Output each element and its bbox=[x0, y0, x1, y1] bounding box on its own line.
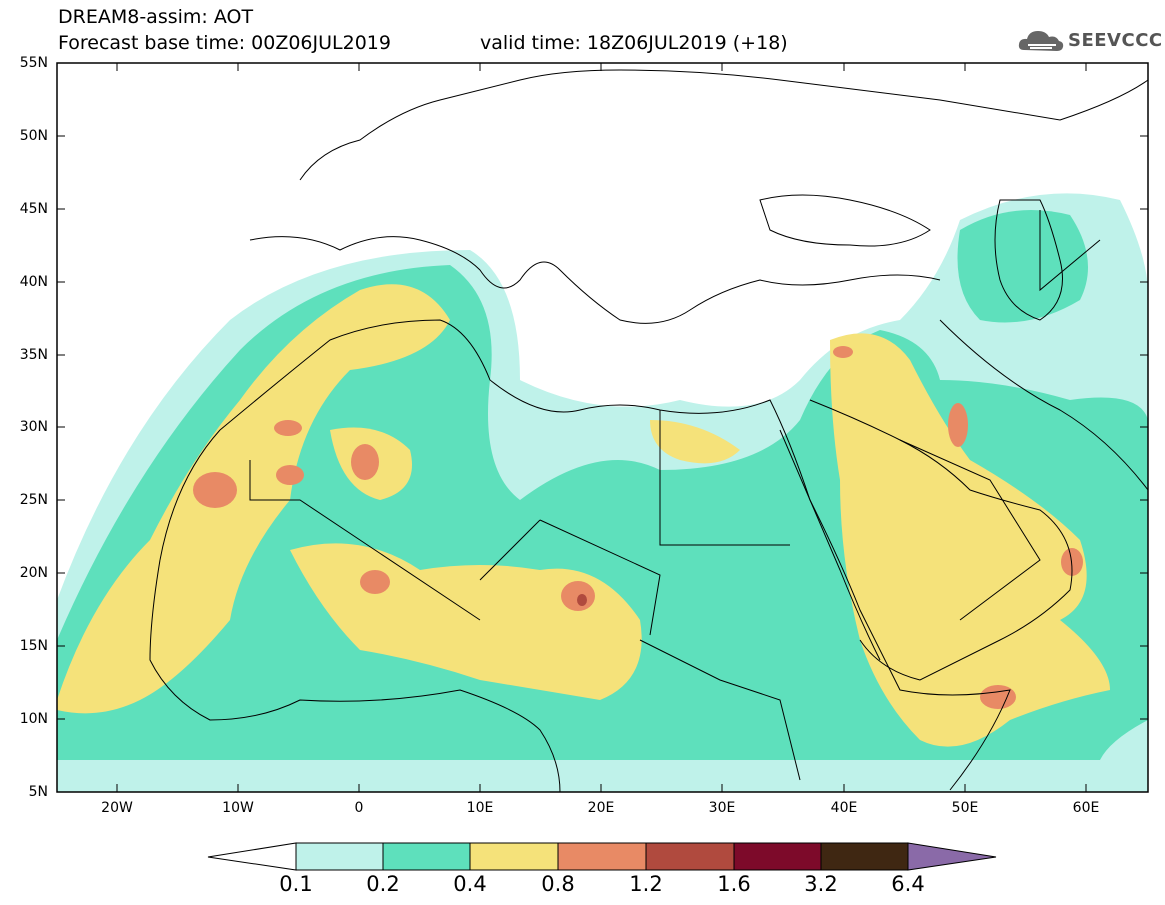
colorbar-under-arrow bbox=[207, 842, 297, 871]
lat-label-15n: 15N bbox=[19, 638, 48, 654]
africa-coastline bbox=[159, 319, 1011, 791]
north-europe-coastline bbox=[299, 69, 1148, 181]
caspian-coastline bbox=[994, 199, 1063, 321]
colorbar-over-arrow bbox=[907, 842, 997, 871]
valid-time-label: valid time: 18Z06JUL2019 (+18) bbox=[480, 32, 788, 54]
colorbar-label-1.2: 1.2 bbox=[629, 872, 663, 896]
colorbar-bin-5 bbox=[645, 842, 735, 871]
lon-label-30e: 30E bbox=[708, 800, 736, 816]
lon-label-60e: 60E bbox=[1072, 800, 1100, 816]
west-africa-coastline bbox=[149, 559, 561, 792]
aot-contour-0.4-west bbox=[57, 284, 450, 714]
colorbar-bin-4 bbox=[557, 842, 647, 871]
colorbar-label-3.2: 3.2 bbox=[804, 872, 838, 896]
border-iran bbox=[939, 319, 1148, 491]
colorbar-bin-2 bbox=[382, 842, 471, 871]
aot-contour-0.8-niger bbox=[360, 570, 390, 594]
red-sea-coastline bbox=[779, 429, 881, 661]
aot-contour-0.8-atlas bbox=[276, 465, 304, 485]
colorbar-label-0.4: 0.4 bbox=[453, 872, 487, 896]
lat-label-50n: 50N bbox=[19, 128, 48, 144]
border-saudi bbox=[899, 439, 1041, 621]
aot-field bbox=[57, 63, 1148, 792]
colorbar-label-6.4: 6.4 bbox=[891, 872, 925, 896]
border-chad bbox=[479, 519, 541, 581]
lat-label-55n: 55N bbox=[19, 55, 48, 71]
lon-label-10w: 10W bbox=[222, 800, 254, 816]
aot-contour-0.8-morocco bbox=[274, 420, 302, 436]
aot-contour-0.8-somalia bbox=[980, 685, 1016, 709]
aot-contour-0.4-arabia bbox=[830, 333, 1110, 747]
lat-label-30n: 30N bbox=[19, 419, 48, 435]
axis-ticks bbox=[57, 63, 1148, 792]
aot-contour-0.4-egypt bbox=[650, 420, 740, 464]
border-egypt bbox=[659, 410, 790, 546]
colorbar-bin-6 bbox=[733, 842, 822, 871]
lon-label-20w: 20W bbox=[101, 800, 133, 816]
cloud-icon bbox=[1018, 31, 1064, 51]
lon-label-0: 0 bbox=[354, 800, 364, 816]
lat-label-40n: 40N bbox=[19, 274, 48, 290]
lon-label-50e: 50E bbox=[951, 800, 979, 816]
border-sahara bbox=[249, 460, 481, 621]
colorbar-label-1.6: 1.6 bbox=[717, 872, 751, 896]
lon-label-10e: 10E bbox=[466, 800, 494, 816]
aot-contour-0.8-algeria bbox=[351, 444, 379, 480]
lon-label-20e: 20E bbox=[587, 800, 615, 816]
map-title: DREAM8-assim: AOT bbox=[58, 6, 254, 28]
aot-contour-1.2-chad bbox=[577, 594, 587, 606]
europe-coastline bbox=[249, 236, 941, 324]
lat-label-25n: 25N bbox=[19, 492, 48, 508]
aot-contour-0.8-syria bbox=[833, 346, 853, 358]
colorbar-bin-1 bbox=[295, 842, 384, 871]
aot-contour-0.8-chad bbox=[561, 581, 595, 611]
colorbar-bin-7 bbox=[820, 842, 909, 871]
black-sea-coastline bbox=[759, 194, 931, 247]
seevccc-logo: SEEVCCC bbox=[1018, 26, 1162, 56]
lat-label-45n: 45N bbox=[19, 201, 48, 217]
border-libya bbox=[539, 519, 661, 636]
base-time-label: Forecast base time: 00Z06JUL2019 bbox=[58, 32, 391, 54]
lat-label-35n: 35N bbox=[19, 347, 48, 363]
lat-label-10n: 10N bbox=[19, 711, 48, 727]
border-sudan bbox=[639, 639, 801, 781]
lon-label-40e: 40E bbox=[830, 800, 858, 816]
logo-text: SEEVCCC bbox=[1068, 30, 1163, 51]
colorbar bbox=[207, 842, 997, 871]
colorbar-bin-3 bbox=[469, 842, 559, 871]
lat-label-20n: 20N bbox=[19, 565, 48, 581]
border-kazakh bbox=[1039, 210, 1101, 292]
coastlines bbox=[149, 69, 1148, 792]
aot-contour-0.8-iraq bbox=[948, 403, 968, 447]
colorbar-label-0.2: 0.2 bbox=[366, 872, 400, 896]
colorbar-label-0.8: 0.8 bbox=[541, 872, 575, 896]
lat-label-5n: 5N bbox=[28, 784, 48, 800]
colorbar-label-0.1: 0.1 bbox=[279, 872, 313, 896]
aot-contour-0.2-caspian bbox=[957, 210, 1088, 323]
aot-contour-0.8-mauritania bbox=[193, 472, 237, 508]
